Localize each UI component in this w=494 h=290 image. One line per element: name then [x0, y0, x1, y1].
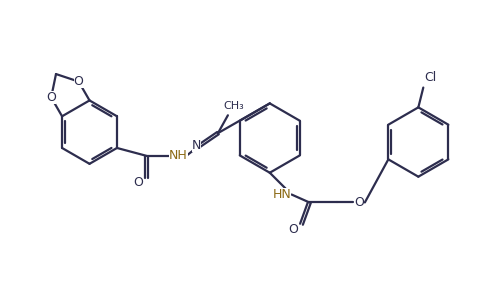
Text: O: O: [133, 176, 143, 189]
Text: NH: NH: [169, 149, 188, 162]
Text: O: O: [74, 75, 83, 88]
Text: O: O: [46, 91, 56, 104]
Text: CH₃: CH₃: [223, 102, 244, 111]
Text: O: O: [354, 196, 364, 209]
Text: O: O: [288, 223, 298, 236]
Text: HN: HN: [272, 188, 291, 201]
Text: Cl: Cl: [424, 71, 436, 84]
Text: N: N: [192, 139, 201, 153]
